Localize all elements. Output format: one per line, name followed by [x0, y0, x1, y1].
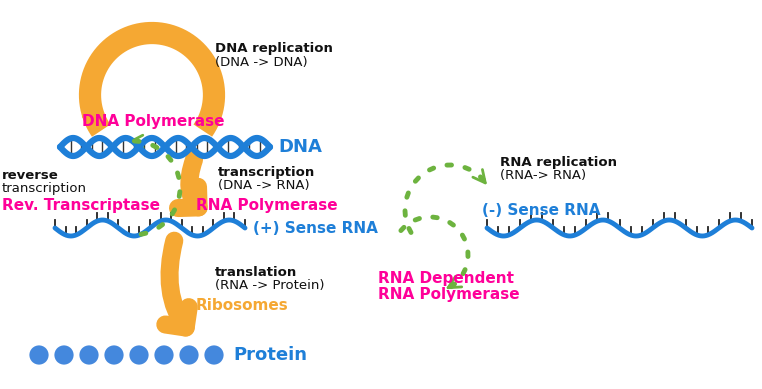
- Text: DNA Polymerase: DNA Polymerase: [82, 114, 225, 128]
- Text: transcription: transcription: [218, 165, 315, 179]
- Text: (-) Sense RNA: (-) Sense RNA: [482, 203, 600, 217]
- Circle shape: [203, 344, 225, 366]
- Text: Ribosomes: Ribosomes: [196, 298, 289, 312]
- Text: DNA replication: DNA replication: [215, 42, 333, 54]
- Circle shape: [103, 344, 125, 366]
- Text: Protein: Protein: [233, 346, 307, 364]
- Text: reverse: reverse: [2, 168, 59, 182]
- Text: (RNA -> Protein): (RNA -> Protein): [215, 280, 325, 293]
- Circle shape: [128, 344, 150, 366]
- Text: (DNA -> RNA): (DNA -> RNA): [218, 179, 309, 191]
- Circle shape: [28, 344, 50, 366]
- Circle shape: [153, 344, 175, 366]
- Text: DNA: DNA: [278, 138, 322, 156]
- Text: (DNA -> DNA): (DNA -> DNA): [215, 56, 308, 68]
- Text: RNA replication: RNA replication: [500, 156, 617, 168]
- Text: RNA Dependent: RNA Dependent: [378, 270, 514, 286]
- Text: translation: translation: [215, 266, 297, 280]
- Circle shape: [78, 344, 100, 366]
- Text: (RNA-> RNA): (RNA-> RNA): [500, 168, 586, 182]
- Text: Rev. Transcriptase: Rev. Transcriptase: [2, 198, 160, 212]
- Circle shape: [178, 344, 200, 366]
- Circle shape: [53, 344, 75, 366]
- Text: transcription: transcription: [2, 182, 87, 194]
- Text: RNA Polymerase: RNA Polymerase: [196, 198, 338, 212]
- Text: RNA Polymerase: RNA Polymerase: [378, 287, 520, 303]
- Text: (+) Sense RNA: (+) Sense RNA: [253, 221, 378, 235]
